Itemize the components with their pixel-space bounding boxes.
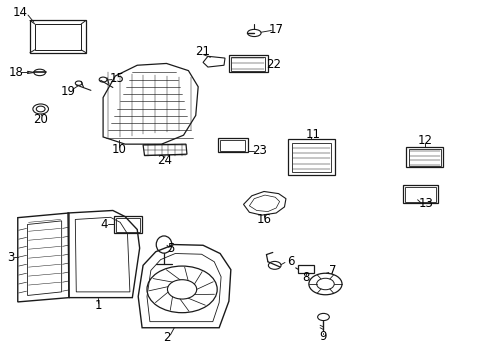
Text: 5: 5 [166,242,174,255]
Text: 16: 16 [256,213,271,226]
Text: 2: 2 [163,330,170,343]
Text: 9: 9 [319,330,326,343]
Text: 22: 22 [265,58,281,71]
Text: 15: 15 [109,72,124,85]
Bar [116,218,140,231]
Bar [288,139,334,175]
Text: 6: 6 [286,255,294,268]
Bar [402,185,437,203]
Text: 14: 14 [13,6,28,19]
Text: 12: 12 [417,134,431,147]
Text: 3: 3 [7,251,14,264]
Text: 7: 7 [328,264,335,277]
Text: 11: 11 [305,127,320,141]
Bar [217,138,247,152]
Text: 17: 17 [268,23,283,36]
Text: 24: 24 [157,154,172,167]
Text: 4: 4 [100,218,107,231]
Bar [231,57,265,71]
Bar [406,147,443,167]
Text: 8: 8 [302,271,309,284]
Bar [408,149,440,166]
Text: 18: 18 [9,66,24,79]
Bar [30,21,86,53]
Bar [291,143,330,172]
Text: 19: 19 [61,85,75,98]
Bar [298,265,313,273]
Bar [405,187,435,202]
Text: 20: 20 [33,113,48,126]
Text: 1: 1 [94,299,102,312]
Text: 21: 21 [195,45,210,58]
Text: 10: 10 [112,143,126,156]
Bar [228,55,267,72]
Bar [35,24,81,50]
Text: 23: 23 [251,144,266,157]
Bar [114,216,142,233]
Bar [219,140,245,150]
Text: 13: 13 [418,197,433,210]
